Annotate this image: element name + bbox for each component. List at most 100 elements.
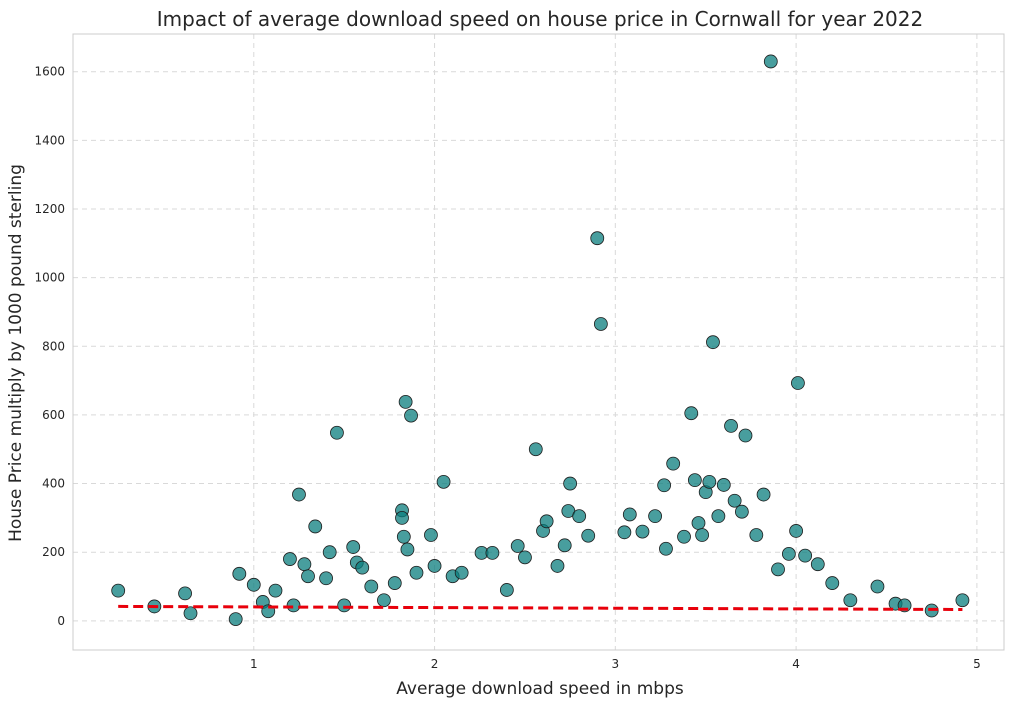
data-point (955, 593, 970, 608)
data-point (398, 394, 413, 409)
data-point (677, 529, 691, 544)
data-point (424, 528, 438, 542)
grid (73, 34, 1004, 650)
data-point (377, 593, 391, 608)
data-point (111, 583, 126, 598)
data-point (292, 487, 306, 502)
y-axis-label: House Price multiply by 1000 pound sterl… (6, 164, 26, 542)
x-tick-label: 5 (973, 657, 981, 671)
data-point (666, 456, 681, 471)
data-point (771, 562, 785, 577)
data-point (659, 541, 673, 556)
y-tick-label: 1200 (34, 202, 65, 216)
data-point (286, 598, 301, 613)
plot-frame (72, 33, 1005, 651)
data-point (734, 504, 749, 519)
data-point (791, 376, 805, 390)
data-point (301, 569, 315, 584)
data-point (510, 539, 525, 553)
data-point (657, 478, 672, 493)
data-point (337, 598, 352, 613)
data-point (178, 586, 192, 601)
data-point (485, 545, 500, 560)
data-point (308, 519, 323, 534)
y-tick-label: 1400 (34, 133, 65, 147)
data-point (563, 476, 578, 491)
data-point (870, 579, 885, 594)
data-point (581, 528, 596, 543)
y-tick-label: 400 (42, 477, 65, 491)
trend-line (118, 604, 963, 612)
data-point (395, 510, 409, 525)
data-point (319, 571, 333, 586)
data-point (330, 425, 344, 440)
data-point (749, 528, 764, 542)
data-point (518, 550, 532, 565)
data-point (232, 566, 247, 581)
data-point (756, 487, 771, 502)
data-point (387, 576, 402, 590)
data-point (691, 516, 706, 530)
y-tick-label: 1000 (34, 271, 65, 285)
y-tick-label: 0 (57, 614, 65, 628)
data-point (711, 509, 726, 524)
x-tick-label: 2 (431, 657, 439, 671)
data-point (825, 576, 840, 590)
data-point (724, 419, 738, 433)
data-point (843, 593, 858, 608)
x-tick-label: 1 (250, 657, 258, 671)
x-tick-label: 3 (612, 657, 620, 671)
data-point (283, 552, 297, 566)
data-point (593, 317, 608, 331)
data-point (499, 583, 514, 597)
data-point (557, 538, 572, 553)
y-tick-label: 800 (42, 339, 65, 353)
data-point (789, 524, 804, 538)
data-point (572, 509, 587, 524)
y-tick-label: 600 (42, 408, 65, 422)
data-points (111, 54, 970, 627)
data-point (738, 428, 753, 443)
data-point (702, 474, 717, 489)
data-point (183, 606, 198, 621)
data-point (322, 545, 337, 560)
data-point (763, 54, 778, 69)
data-point (687, 473, 702, 488)
data-point (648, 509, 663, 524)
data-point (810, 557, 825, 572)
data-point (635, 524, 650, 539)
data-point (436, 474, 451, 489)
data-point (228, 612, 243, 627)
data-point (727, 493, 742, 508)
data-point (590, 231, 605, 246)
data-point (798, 548, 813, 563)
tick-labels: 1 2 3 4 5 0 200 400 600 800 1000 1200 1400 1600 (34, 65, 980, 671)
data-point (539, 514, 554, 529)
data-point (781, 547, 796, 561)
data-point (355, 560, 370, 575)
data-point (427, 559, 442, 573)
data-point (396, 529, 411, 544)
data-point (297, 557, 312, 572)
data-point (268, 583, 283, 598)
data-point (706, 335, 720, 350)
data-point (400, 542, 415, 557)
data-point (550, 559, 565, 573)
data-point (346, 540, 361, 554)
data-point (617, 525, 632, 540)
data-point (364, 579, 379, 594)
data-point (695, 528, 710, 542)
x-axis-label: Average download speed in mbps (396, 679, 684, 699)
data-point (246, 577, 261, 592)
data-point (528, 442, 543, 457)
y-tick-label: 200 (42, 545, 65, 559)
data-point (684, 406, 699, 421)
y-tick-label: 1600 (34, 65, 65, 79)
data-point (716, 478, 731, 492)
data-point (622, 507, 637, 522)
data-point (454, 565, 469, 580)
chart-title: Impact of average download speed on hous… (157, 7, 923, 31)
x-tick-label: 4 (792, 657, 800, 671)
data-point (409, 565, 424, 580)
